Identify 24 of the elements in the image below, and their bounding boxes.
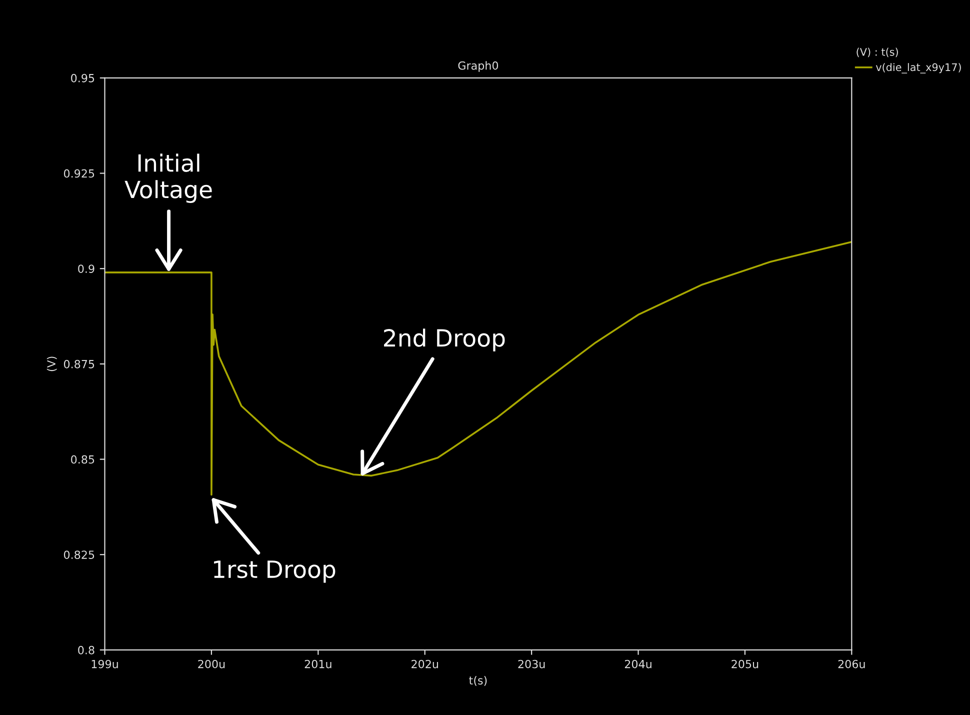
line-series [104, 241, 852, 496]
y-tick-label: 0.9 [78, 264, 94, 273]
annotation: 2nd Droop [384, 328, 505, 352]
y-axis-title: (V) [46, 356, 57, 372]
y-tick-label: 0.825 [64, 550, 94, 559]
x-tick-label: 205u [732, 660, 758, 668]
y-tick-label: 0.875 [64, 360, 94, 368]
x-tick-label: 199u [92, 660, 118, 668]
x-tick-label: 203u [518, 660, 545, 668]
y-tick-label: 0.8 [78, 646, 94, 654]
legend-title: (V) : t(s) [856, 48, 898, 58]
x-tick-label: 200u [198, 660, 225, 668]
y-tick-label: 0.95 [71, 74, 94, 82]
y-tick-label: 0.925 [64, 169, 94, 178]
annotation: Initial Voltage [124, 154, 212, 203]
x-tick-label: 206u [838, 660, 865, 668]
annotation: 1rst Droop [214, 560, 336, 583]
x-tick-label: 201u [304, 660, 332, 668]
chart-title: Graph0 [458, 61, 498, 72]
x-axis-title: t(s) [469, 676, 487, 686]
x-tick-label: 202u [412, 660, 438, 668]
legend-label: v(die_lat_x9y17) [876, 63, 961, 74]
y-tick-label: 0.85 [71, 455, 94, 464]
x-tick-label: 204u [624, 660, 652, 668]
